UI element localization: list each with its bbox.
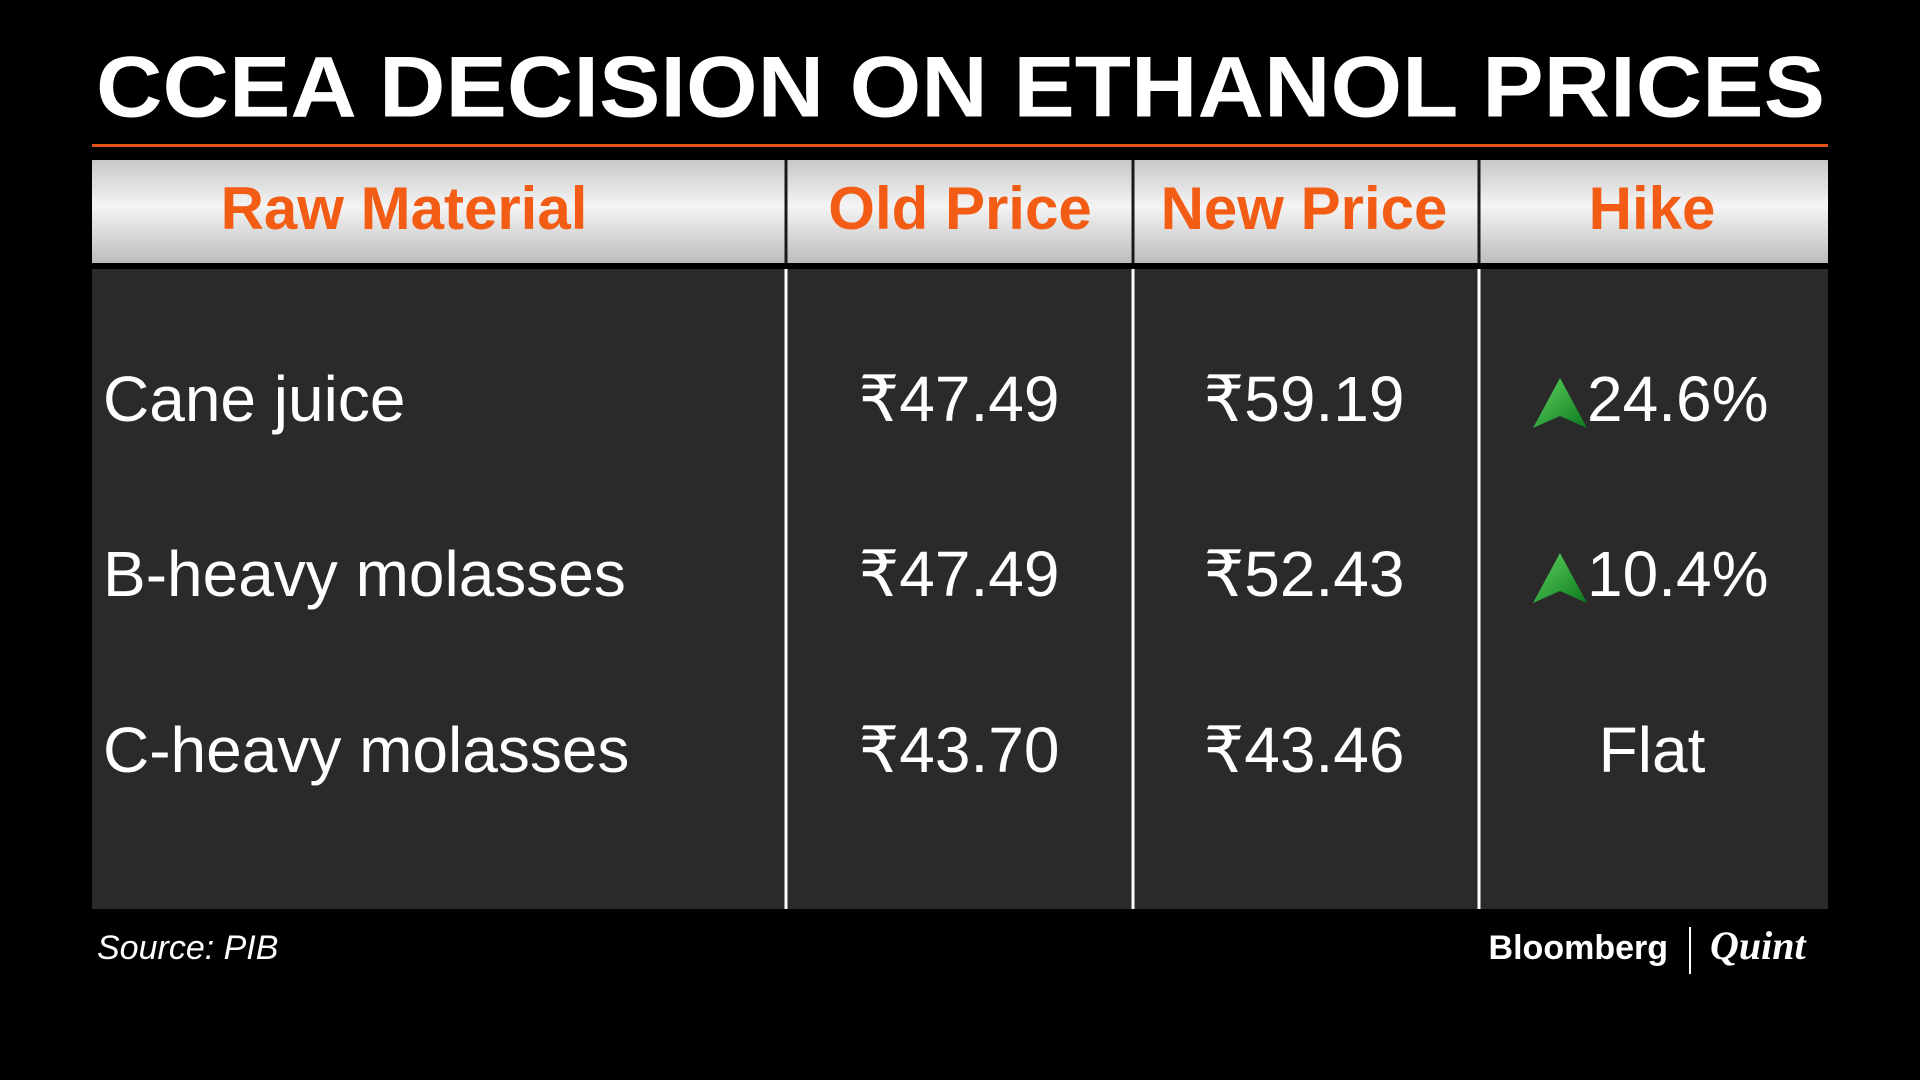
cell: ₹59.19: [1204, 363, 1405, 435]
table-body: [92, 269, 1828, 909]
cell: Flat: [1599, 714, 1706, 786]
title-rule: [92, 144, 1828, 147]
cell: ₹47.49: [859, 538, 1060, 610]
up-arrow: [1533, 553, 1587, 603]
cell: B-heavy molasses: [103, 538, 626, 610]
cell: ₹47.49: [859, 363, 1060, 435]
cell: Cane juice: [103, 363, 405, 435]
column-header: Old Price: [828, 175, 1091, 242]
brand-sub: Quint: [1710, 923, 1807, 968]
cell: ₹43.70: [859, 714, 1060, 786]
cell: ₹52.43: [1204, 538, 1405, 610]
cell: 10.4%: [1587, 538, 1768, 610]
up-arrow: [1533, 378, 1587, 428]
brand: Bloomberg: [1489, 929, 1668, 967]
column-header: New Price: [1161, 175, 1448, 242]
body-dividers: [784, 269, 1481, 909]
cell: ₹43.46: [1204, 714, 1405, 786]
header-dividers: [784, 160, 1481, 263]
source: Source: PIB: [97, 929, 278, 967]
column-header: Raw Material: [221, 175, 588, 242]
header-row: [92, 160, 1828, 263]
title: CCEA DECISION ON ETHANOL PRICES: [96, 40, 1825, 136]
cell: 24.6%: [1587, 363, 1768, 435]
column-header: Hike: [1589, 175, 1716, 242]
cell: C-heavy molasses: [103, 714, 629, 786]
